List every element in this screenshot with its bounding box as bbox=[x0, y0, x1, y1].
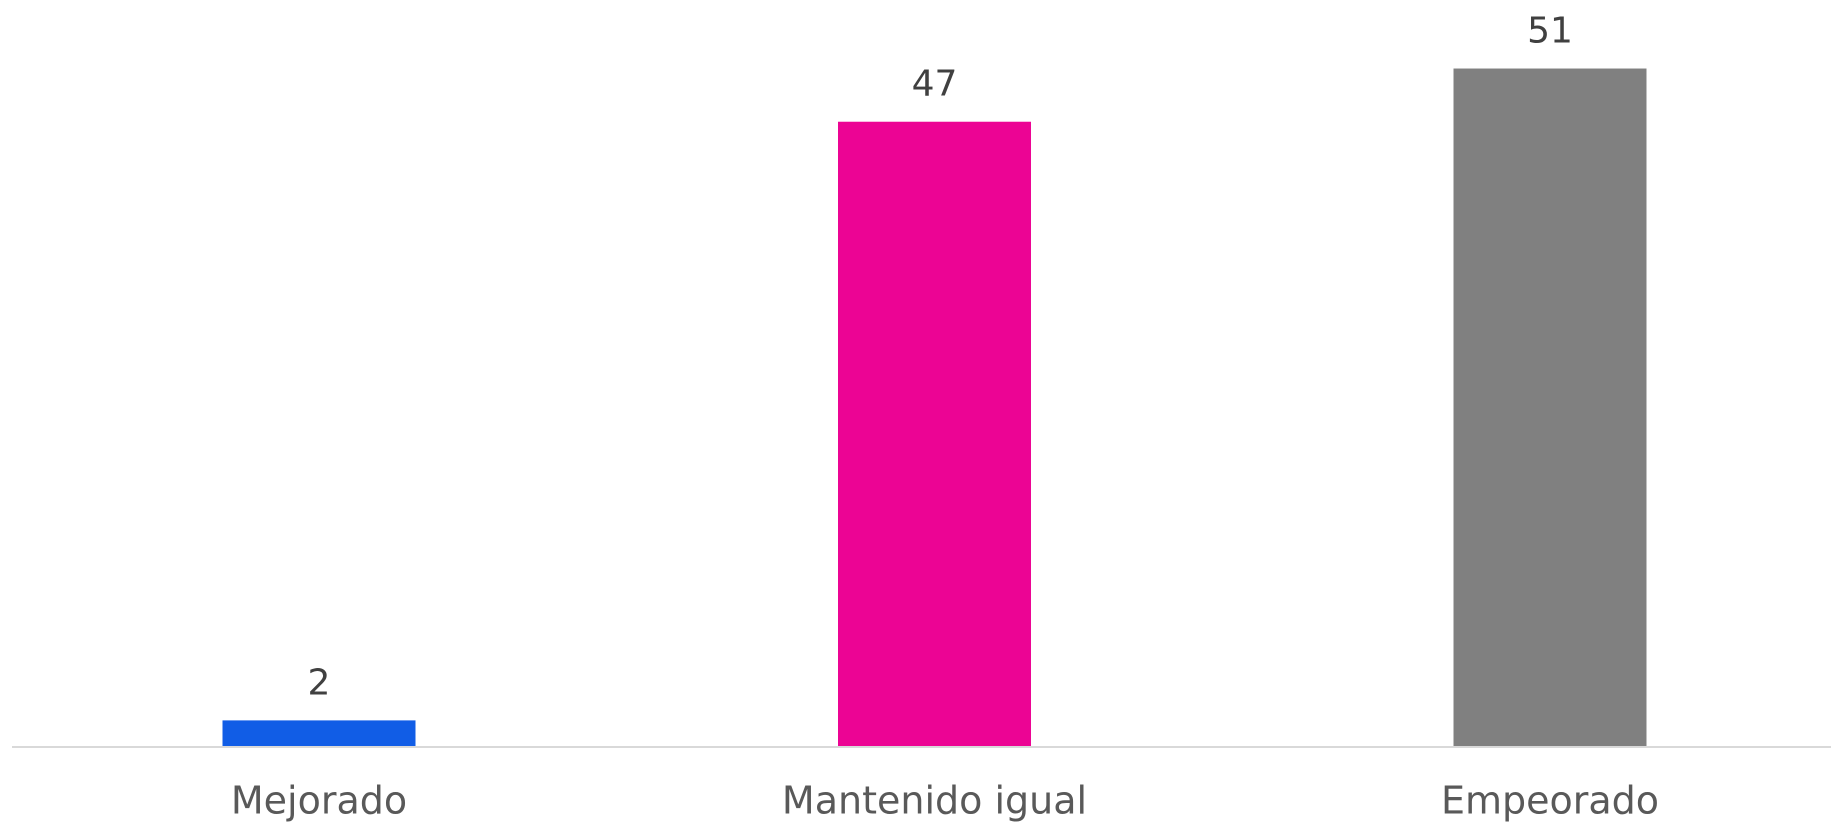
x-tick-label: Mejorado bbox=[231, 779, 407, 822]
data-label: 47 bbox=[912, 64, 958, 105]
x-tick-label: Mantenido igual bbox=[782, 779, 1087, 822]
bar bbox=[838, 121, 1031, 748]
bar bbox=[222, 720, 416, 747]
data-label: 2 bbox=[308, 662, 331, 703]
data-label: 51 bbox=[1527, 11, 1573, 52]
bar bbox=[1453, 68, 1647, 747]
x-tick-label: Empeorado bbox=[1441, 779, 1659, 822]
